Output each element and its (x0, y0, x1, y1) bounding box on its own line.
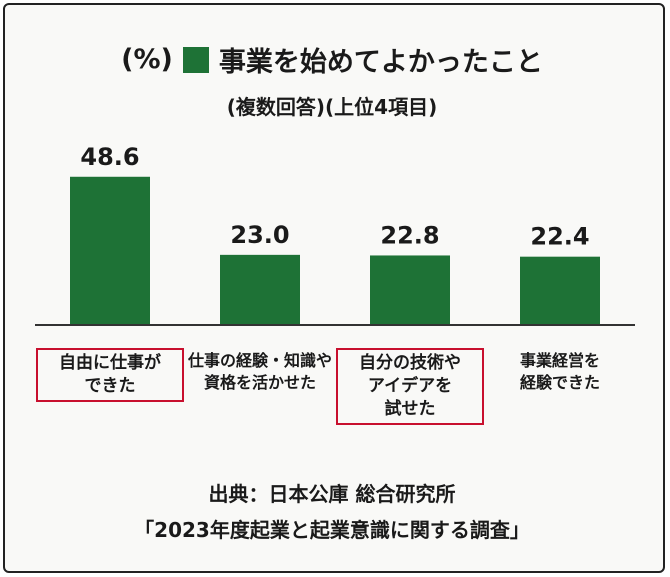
category-label-2-line: 仕事の経験・知識や (187, 351, 332, 370)
category-label-4: 事業経営を経験できた (485, 350, 635, 394)
source-line-2: 「2023年度起業と起業意識に関する調査」 (134, 518, 530, 542)
title-row: (%) 事業を始めてよかったこと (121, 40, 543, 79)
value-label-1: 48.6 (80, 143, 139, 171)
legend-swatch (182, 46, 209, 73)
category-label-2-line: 資格を活かせた (203, 373, 316, 392)
category-label-1-line: できた (84, 376, 136, 396)
chart-subtitle: (複数回答)(上位4項目) (226, 95, 438, 119)
bar-1 (70, 176, 150, 325)
source-line-1: 出典：日本公庫 総合研究所 (208, 482, 456, 506)
bar-4 (520, 256, 600, 325)
category-label-3: 自分の技術や アイデアを試せた (336, 348, 484, 425)
unit-label: (%) (121, 44, 173, 75)
value-label-2: 23.0 (230, 221, 289, 249)
value-label-4: 22.4 (530, 223, 589, 251)
value-label-3: 22.8 (380, 221, 439, 249)
category-label-3-line: 試せた (384, 399, 436, 419)
bar-3 (370, 255, 450, 325)
category-label-1-line: 自由に仕事が (59, 353, 161, 373)
category-label-1: 自由に仕事が できた (36, 348, 184, 402)
bar-2 (220, 254, 300, 325)
chart-header: (%) 事業を始めてよかったこと (複数回答)(上位4項目) (0, 40, 664, 120)
category-label-2: 仕事の経験・知識や 資格を活かせた (185, 350, 335, 394)
category-label-4-line: 経験できた (519, 373, 600, 392)
legend-label: 事業を始めてよかったこと (218, 47, 543, 78)
category-label-3-line: アイデアを (367, 376, 453, 396)
category-label-4-line: 事業経営を (519, 351, 600, 370)
category-label-3-line: 自分の技術や (359, 353, 461, 373)
